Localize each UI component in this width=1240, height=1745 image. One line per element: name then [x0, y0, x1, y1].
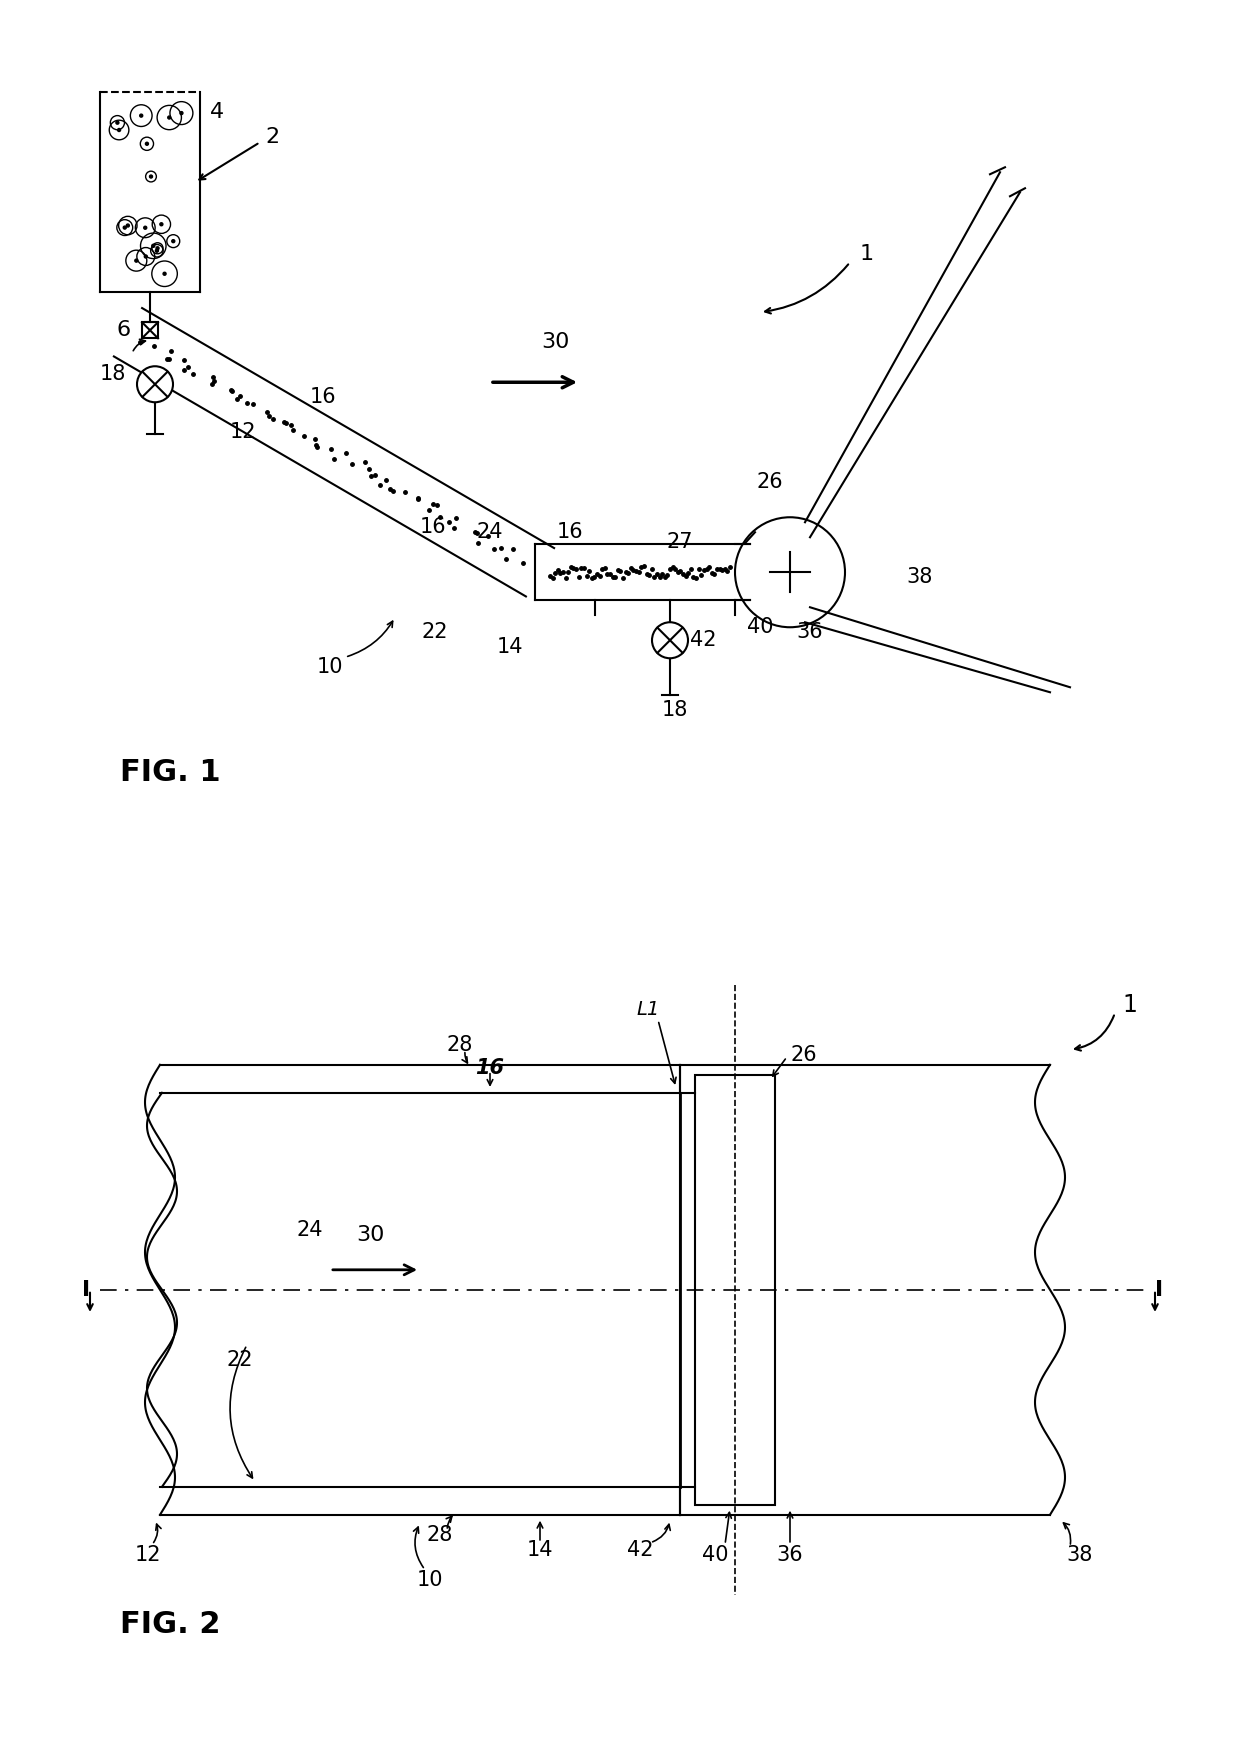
Text: 42: 42 — [626, 1539, 653, 1560]
Circle shape — [118, 129, 120, 131]
Text: 40: 40 — [746, 618, 774, 637]
Text: 6: 6 — [117, 321, 131, 340]
Text: 10: 10 — [417, 1570, 443, 1590]
Text: 36: 36 — [776, 1544, 804, 1565]
Text: 18: 18 — [100, 365, 126, 384]
Text: 16: 16 — [420, 517, 446, 537]
Text: 38: 38 — [906, 567, 934, 588]
Circle shape — [145, 143, 149, 145]
Text: 24: 24 — [296, 1220, 324, 1239]
Circle shape — [180, 112, 184, 115]
Text: 30: 30 — [356, 1225, 384, 1244]
Text: 10: 10 — [316, 658, 343, 677]
Text: 4: 4 — [210, 103, 224, 122]
Circle shape — [123, 227, 126, 229]
Text: FIG. 2: FIG. 2 — [120, 1611, 221, 1639]
Circle shape — [164, 272, 166, 276]
Text: 27: 27 — [667, 532, 693, 551]
Text: 38: 38 — [1066, 1544, 1094, 1565]
Text: I: I — [82, 1279, 91, 1300]
Text: 26: 26 — [790, 1045, 817, 1064]
Circle shape — [144, 255, 148, 258]
Text: FIG. 1: FIG. 1 — [120, 757, 221, 787]
Text: 14: 14 — [527, 1539, 553, 1560]
Text: 28: 28 — [427, 1525, 453, 1544]
Circle shape — [150, 174, 153, 178]
Text: 1: 1 — [1122, 993, 1137, 1017]
Text: 18: 18 — [662, 700, 688, 721]
Text: 2: 2 — [265, 127, 279, 147]
Circle shape — [155, 250, 159, 253]
Text: 30: 30 — [541, 332, 569, 352]
Text: 16: 16 — [310, 387, 336, 407]
Circle shape — [135, 260, 138, 262]
Circle shape — [140, 113, 143, 117]
Circle shape — [160, 223, 162, 225]
Text: 28: 28 — [446, 1035, 474, 1054]
Text: 1: 1 — [861, 244, 874, 263]
Circle shape — [172, 239, 175, 243]
Circle shape — [136, 366, 174, 403]
Circle shape — [144, 227, 146, 229]
Bar — [143, 323, 157, 339]
Circle shape — [652, 623, 688, 658]
Text: 24: 24 — [476, 522, 503, 543]
Text: L1: L1 — [636, 1000, 660, 1019]
Text: 42: 42 — [689, 630, 717, 651]
Bar — [694, 1075, 775, 1504]
Circle shape — [151, 244, 155, 248]
Text: 12: 12 — [229, 422, 257, 441]
Text: I: I — [1154, 1279, 1163, 1300]
Circle shape — [156, 246, 159, 250]
Text: 16: 16 — [475, 1057, 505, 1078]
Text: 36: 36 — [796, 623, 823, 642]
Text: 22: 22 — [227, 1351, 253, 1370]
Text: 22: 22 — [422, 623, 448, 642]
Text: 12: 12 — [135, 1544, 161, 1565]
Text: 26: 26 — [756, 473, 784, 492]
Text: 40: 40 — [702, 1544, 728, 1565]
Circle shape — [115, 120, 119, 124]
Text: 16: 16 — [557, 522, 583, 543]
Circle shape — [126, 223, 129, 227]
Circle shape — [167, 115, 171, 119]
Text: 14: 14 — [497, 637, 523, 658]
